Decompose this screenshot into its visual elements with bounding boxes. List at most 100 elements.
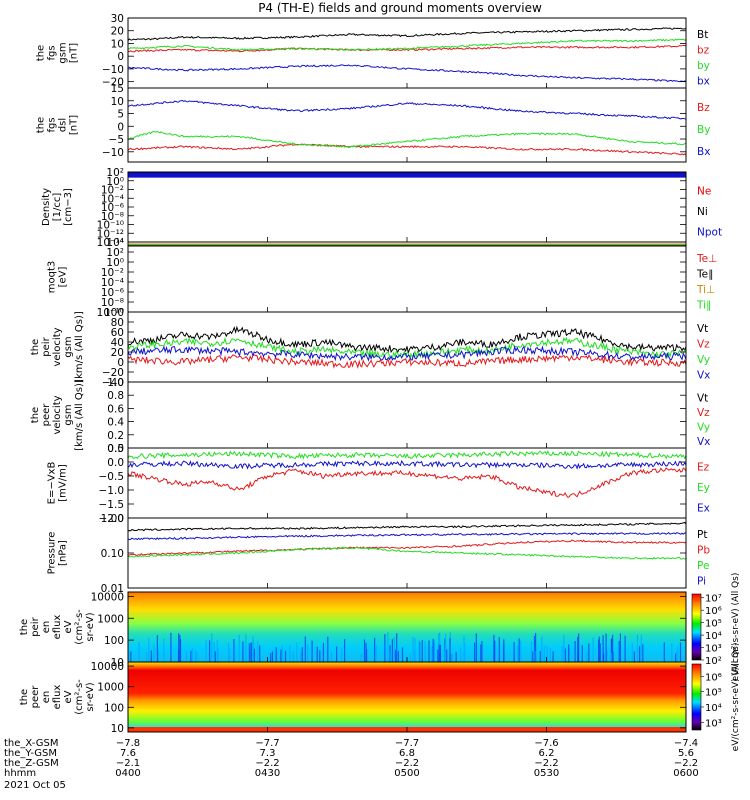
y-axis-label-line: fgs xyxy=(47,45,58,60)
spectrogram-cell xyxy=(211,633,213,662)
colorbar-tick-label: 10⁶ xyxy=(705,606,722,617)
spectrogram-cell xyxy=(257,641,259,662)
spectrogram-cell xyxy=(390,651,392,662)
y-tick-label: 1000 xyxy=(97,613,124,625)
ephemeris-value: 0500 xyxy=(394,768,419,779)
legend-entry-Ez: Ez xyxy=(697,461,710,473)
y-tick-label: 10⁻⁶ xyxy=(101,202,124,214)
legend-entry-Bx: Bx xyxy=(697,146,710,158)
spectrogram-cell xyxy=(191,651,193,662)
spectrogram-cell xyxy=(498,637,500,662)
y-axis-label-line: [eV] xyxy=(58,267,69,288)
spectrogram-cell xyxy=(209,640,211,662)
y-tick-label: 0.5 xyxy=(107,443,124,455)
y-tick-label: 15 xyxy=(111,83,124,95)
spectrogram-cell xyxy=(412,636,414,662)
spectrogram-cell xyxy=(363,639,366,662)
spectrogram-cell xyxy=(586,651,588,662)
series-line-Pb xyxy=(127,539,687,556)
series-line-by xyxy=(127,38,687,52)
colorbar-tick-label: 10⁴ xyxy=(705,703,722,714)
y-tick-label: 5 xyxy=(117,109,124,121)
spectrogram-cell xyxy=(433,639,435,662)
colorbar-tick-label: 10⁵ xyxy=(705,619,722,630)
legend-entry-bz: bz xyxy=(697,44,710,56)
spectrogram-cell xyxy=(327,636,329,662)
y-tick-label: 10⁻⁶ xyxy=(101,287,124,299)
y-axis-label-line: [nPa] xyxy=(58,540,69,566)
spectrogram-cell xyxy=(344,639,346,662)
spectrogram-cell xyxy=(451,653,454,662)
spectrogram-cell xyxy=(248,645,251,662)
y-axis-label-line: gsm xyxy=(63,336,74,357)
spectrogram-cell xyxy=(194,650,197,662)
spectrogram-cell xyxy=(564,648,566,662)
y-axis-label: thepeirenefluxeV(cm²-s-sr-eV) xyxy=(19,609,96,645)
legend-entry-Bz: Bz xyxy=(697,102,710,114)
y-tick-label: 0.10 xyxy=(101,548,124,560)
y-axis-label-line: eV xyxy=(63,620,74,633)
spectrogram-cell xyxy=(289,644,291,662)
legend-entry-Pi: Pi xyxy=(697,575,706,587)
spectrogram-cell xyxy=(624,635,626,662)
spectrogram-cell xyxy=(253,648,255,662)
ephemeris-row-label: hhmm xyxy=(4,768,36,779)
y-axis-label-line: en xyxy=(41,621,52,634)
ephemeris-value: 7.6 xyxy=(120,748,136,759)
y-tick-label: 0.0 xyxy=(107,443,124,455)
y-axis-label: E=−VxB[mV/m] xyxy=(47,462,69,505)
y-tick-label: 100 xyxy=(104,702,124,714)
spectrogram-cell xyxy=(252,636,254,662)
ephemeris-value: −2.2 xyxy=(674,758,698,769)
spectrogram-cell xyxy=(606,650,608,662)
colorbar-tick-label: 10³ xyxy=(705,644,722,655)
y-tick-label: 100 xyxy=(104,307,124,319)
y-tick-label: −1.0 xyxy=(99,485,125,497)
y-tick-label: −10 xyxy=(102,64,124,76)
spectrogram-cell xyxy=(178,633,180,662)
spectrogram-cell xyxy=(455,652,457,662)
spectrogram-cell xyxy=(414,638,416,662)
colorbar: 10⁶ 10⁵ 10⁴ 10³ eV/(cm²-s-sr-eV) (All Qs) xyxy=(691,643,741,752)
ephemeris-value: −2.2 xyxy=(395,758,419,769)
legend-entry-By: By xyxy=(697,124,710,136)
spectrogram-cell xyxy=(374,637,376,662)
series-line-Pi xyxy=(127,532,687,541)
spectrogram-cell xyxy=(259,645,261,662)
legend-entry-Vy: Vy xyxy=(697,421,710,433)
legend-entry-Pt: Pt xyxy=(697,529,707,541)
series-line-Pt xyxy=(127,521,687,532)
spectrogram-cell xyxy=(304,636,306,662)
y-tick-label: 0.0 xyxy=(107,457,124,469)
y-tick-label: 10⁻⁸ xyxy=(101,297,124,309)
colorbar-label: eV/(cm²-s-sr-eV) (All Qs) xyxy=(731,643,741,752)
spectrogram-cell xyxy=(677,646,679,662)
ephemeris-value: −2.1 xyxy=(116,758,140,769)
series-line-Ez xyxy=(127,467,687,498)
series-line-Bt xyxy=(127,27,687,41)
spectrogram-cell xyxy=(503,644,505,662)
legend-entry-by: by xyxy=(697,60,710,72)
y-tick-label: −20 xyxy=(102,367,124,379)
spectrogram-cell xyxy=(611,652,613,662)
y-tick-label: 1000 xyxy=(97,682,124,694)
spectrogram-cell xyxy=(401,647,404,662)
y-tick-label: 0.4 xyxy=(107,417,124,429)
y-tick-label: 0.8 xyxy=(107,390,124,402)
legend-entry-bx: bx xyxy=(697,75,710,87)
y-tick-label: 30 xyxy=(111,13,124,25)
spectrogram-cell xyxy=(592,637,594,662)
spectrogram-cell xyxy=(619,633,621,662)
spectrogram-cell xyxy=(280,649,282,662)
spectrogram-cell xyxy=(242,641,244,662)
spectrogram-cell xyxy=(642,644,644,662)
y-axis-label-line: [km/s (All Qs)] xyxy=(74,379,85,451)
spectrogram-cell xyxy=(663,642,665,662)
spectrogram-cell xyxy=(424,641,426,662)
legend-entry-Pb: Pb xyxy=(697,544,710,556)
spectrogram-cell xyxy=(431,647,433,662)
legend-entry-Vt: Vt xyxy=(697,323,708,335)
spectrogram-cell xyxy=(150,650,152,662)
